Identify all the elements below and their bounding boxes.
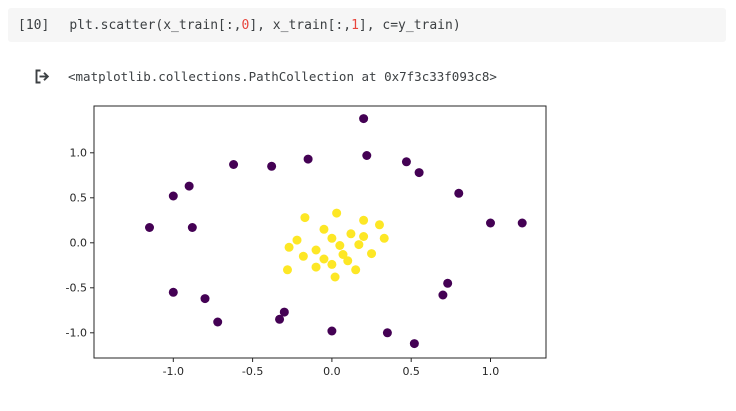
scatter-point-class-1-inner-cluster [300, 213, 310, 223]
y-tick-label: 0.0 [70, 236, 88, 249]
scatter-point-class-0-outer-ring [454, 188, 464, 198]
x-tick-label: -0.5 [242, 365, 263, 378]
code-line[interactable]: plt.scatter(x_train[:,0], x_train[:,1], … [69, 18, 460, 33]
scatter-point-class-1-inner-cluster [374, 220, 384, 230]
scatter-point-class-0-outer-ring [303, 154, 313, 164]
x-tick-label: 0.0 [323, 365, 341, 378]
code-cell[interactable]: [10] plt.scatter(x_train[:,0], x_train[:… [8, 8, 726, 42]
scatter-point-class-1-inner-cluster [346, 229, 356, 239]
scatter-point-class-1-inner-cluster [311, 245, 321, 255]
scatter-point-class-1-inner-cluster [343, 256, 353, 266]
scatter-point-class-0-outer-ring [359, 114, 369, 124]
scatter-point-class-1-inner-cluster [292, 235, 302, 245]
output-text: <matplotlib.collections.PathCollection a… [68, 69, 497, 84]
scatter-point-class-0-outer-ring [382, 328, 392, 338]
x-tick-label: -1.0 [163, 365, 184, 378]
scatter-point-class-0-outer-ring [168, 191, 178, 201]
output-area: <matplotlib.collections.PathCollection a… [34, 68, 497, 85]
scatter-point-class-1-inner-cluster [332, 208, 342, 218]
scatter-point-class-1-inner-cluster [335, 241, 345, 250]
scatter-point-class-0-outer-ring [362, 151, 372, 160]
scatter-point-class-1-inner-cluster [367, 249, 377, 259]
scatter-point-class-0-outer-ring [485, 218, 495, 228]
x-tick-label: 0.5 [402, 365, 420, 378]
scatter-point-class-0-outer-ring [279, 307, 289, 317]
scatter-point-class-0-outer-ring [187, 223, 197, 232]
scatter-point-class-1-inner-cluster [319, 254, 329, 264]
code-text: plt.scatter(x_train[:, [69, 17, 242, 33]
y-tick-label: -0.5 [66, 281, 87, 294]
scatter-plot: -1.0 -0.5 0.0 0.5 1.0 -1.0 -0.5 0.0 0.5 1.0 [54, 96, 554, 386]
scatter-point-class-1-inner-cluster [354, 240, 364, 250]
code-text: ], c=y_train) [358, 17, 461, 33]
scatter-point-class-0-outer-ring [200, 294, 210, 304]
scatter-point-class-0-outer-ring [443, 278, 453, 288]
code-number-literal: 1 [351, 17, 359, 33]
scatter-point-class-1-inner-cluster [319, 224, 329, 234]
scatter-point-class-1-inner-cluster [330, 272, 340, 282]
scatter-point-class-1-inner-cluster [284, 242, 294, 252]
scatter-plot-canvas: -1.0 -0.5 0.0 0.5 1.0 -1.0 -0.5 0.0 0.5 1.0 [66, 105, 547, 378]
code-number-literal: 0 [241, 17, 250, 33]
plot-frame [93, 105, 547, 359]
scatter-point-class-0-outer-ring [213, 317, 223, 327]
x-tick-label: 1.0 [482, 365, 500, 378]
y-tick-label: 0.5 [70, 191, 88, 204]
y-tick-label: -1.0 [66, 326, 87, 339]
scatter-point-class-1-inner-cluster [298, 251, 308, 261]
scatter-point-class-0-outer-ring [275, 314, 285, 324]
scatter-point-class-1-inner-cluster [351, 265, 361, 275]
scatter-point-class-1-inner-cluster [327, 259, 337, 269]
scatter-point-class-1-inner-cluster [311, 262, 321, 272]
scatter-point-class-0-outer-ring [401, 157, 411, 167]
scatter-point-class-0-outer-ring [229, 160, 239, 169]
scatter-point-class-1-inner-cluster [359, 232, 369, 241]
scatter-point-class-1-inner-cluster [338, 250, 348, 259]
execute-output-icon [35, 69, 50, 84]
code-text: ], x_train[:, [249, 17, 352, 33]
scatter-point-class-0-outer-ring [409, 339, 419, 349]
scatter-point-class-0-outer-ring [184, 181, 194, 191]
scatter-point-class-0-outer-ring [438, 290, 448, 300]
scatter-point-class-0-outer-ring [414, 168, 424, 178]
scatter-point-class-1-inner-cluster [379, 233, 389, 243]
scatter-point-class-0-outer-ring [145, 223, 155, 232]
scatter-point-class-0-outer-ring [327, 326, 337, 336]
scatter-point-class-1-inner-cluster [359, 215, 369, 225]
y-tick-label: 1.0 [70, 146, 88, 159]
scatter-point-class-0-outer-ring [267, 161, 277, 171]
scatter-point-class-0-outer-ring [168, 287, 178, 297]
scatter-point-class-1-inner-cluster [327, 233, 337, 243]
scatter-point-class-0-outer-ring [517, 218, 527, 228]
scatter-point-class-1-inner-cluster [282, 265, 292, 275]
execution-count-label: [10] [18, 17, 50, 33]
